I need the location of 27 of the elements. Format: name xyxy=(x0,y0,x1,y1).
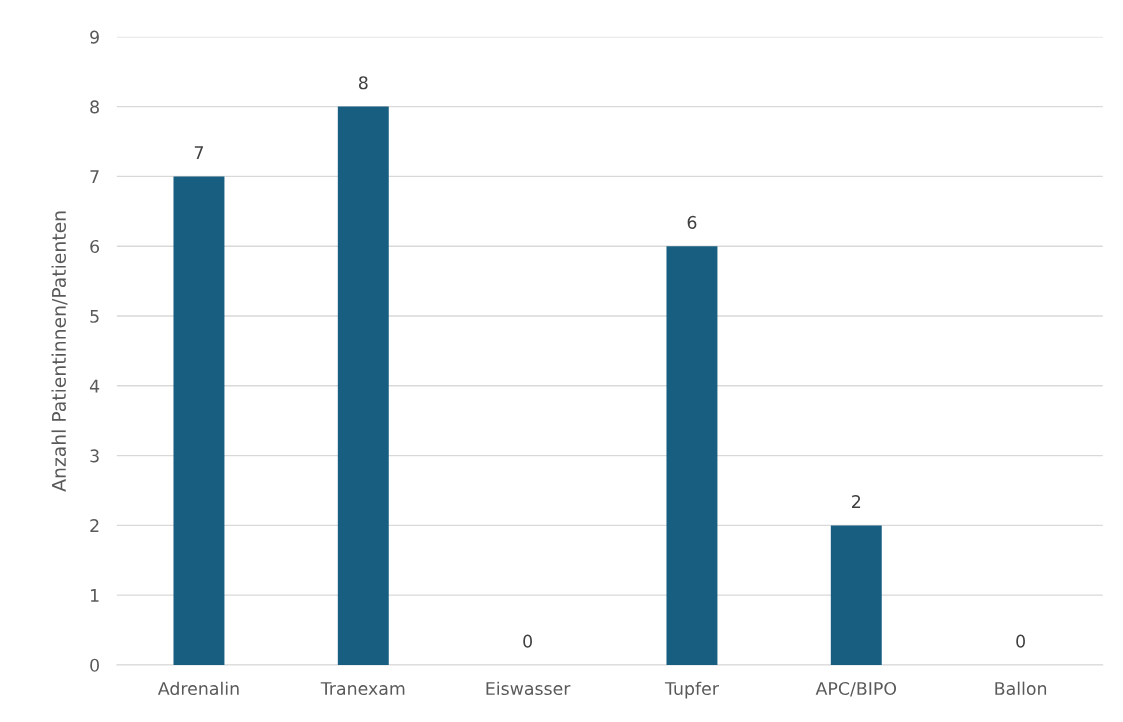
y-tick-label: 4 xyxy=(89,379,100,393)
y-tick-label: 2 xyxy=(90,519,99,532)
y-tick-label: 8 xyxy=(90,100,99,114)
data-label: 8 xyxy=(358,76,368,90)
x-tick-label: Ballon xyxy=(995,681,1047,696)
y-tick-label: 6 xyxy=(90,239,100,254)
bar xyxy=(830,525,882,665)
y-tick-label: 9 xyxy=(90,30,99,44)
data-label: 0 xyxy=(523,634,532,648)
data-label: 2 xyxy=(852,494,861,508)
x-tick-label: Tupfer xyxy=(664,681,719,699)
y-tick-label: 7 xyxy=(90,170,99,183)
bar xyxy=(666,246,718,665)
y-axis-title: Anzahl Patientinnen/Patienten xyxy=(51,211,68,492)
x-tick-label: Adrenalin xyxy=(157,681,239,696)
bar xyxy=(173,176,225,665)
data-label: 6 xyxy=(687,215,697,229)
y-tick-label: 3 xyxy=(90,449,99,463)
data-label: 7 xyxy=(194,146,203,159)
x-tick-label: Eiswasser xyxy=(486,681,571,696)
y-tick-label: 0 xyxy=(90,658,99,672)
data-label: 0 xyxy=(1016,634,1025,648)
y-tick-label: 1 xyxy=(90,589,99,602)
x-tick-label: APC/BIPO xyxy=(815,681,897,697)
x-tick-label: Tranexam xyxy=(320,682,405,696)
bar xyxy=(337,106,389,665)
y-tick-label: 5 xyxy=(90,309,99,323)
